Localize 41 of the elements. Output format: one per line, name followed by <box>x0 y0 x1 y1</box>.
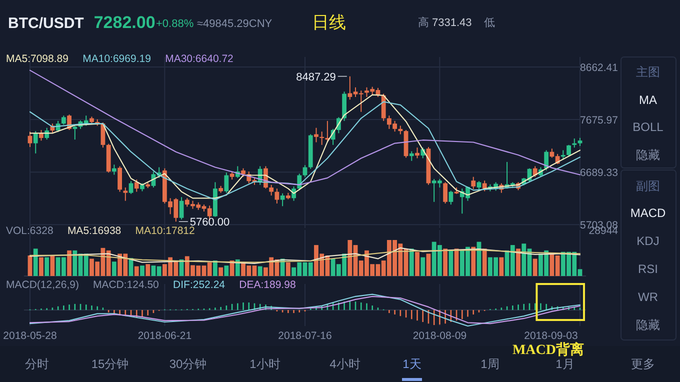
text: 隐藏 <box>636 148 660 162</box>
x-tick-label: 2018-09-03 <box>524 330 578 342</box>
y-tick-label: 6689.33 <box>580 167 618 180</box>
text: 主图 <box>636 65 660 79</box>
text: MA <box>639 93 657 107</box>
x-tick-label: 2018-05-28 <box>3 330 58 342</box>
text: 7331.43 <box>432 17 472 29</box>
legend: MACD:124.50 DIF:252.24 DEA:189.98 <box>92 279 296 291</box>
text: WR <box>638 290 658 304</box>
chart-title: MACD(12,26,9) <box>6 279 79 291</box>
text: KDJ <box>636 234 660 248</box>
text: 1小时 <box>250 357 280 371</box>
chart-title: BTC/USDT <box>8 15 84 32</box>
text: 更多 <box>631 357 655 371</box>
text: 隐藏 <box>636 318 660 332</box>
x-tick-label: 2018-07-16 <box>278 330 332 342</box>
text: MACD背离 <box>512 341 584 358</box>
text: RSI <box>638 262 658 276</box>
legend: VOL:6328 MA5:16938 MA10:17812 <box>6 225 195 237</box>
text: 日线 <box>312 13 346 32</box>
text: 低 <box>484 17 495 29</box>
annotation: 8487.29 <box>296 71 336 84</box>
text: 30分钟 <box>169 357 207 371</box>
text: 高 <box>418 16 429 29</box>
legend: MA5:7098.89 MA10:6969.19 MA30:6640.72 <box>6 53 234 65</box>
y-tick-label: 8662.41 <box>580 62 618 74</box>
text: 1周 <box>480 357 500 371</box>
chart-subtitle: 7282.00 <box>94 13 156 32</box>
text: 4小时 <box>330 357 360 371</box>
y-tick-label: 7675.97 <box>580 114 618 127</box>
text: 分时 <box>25 357 49 371</box>
text: 副图 <box>636 179 660 193</box>
text: MACD <box>630 206 666 220</box>
x-tick-label: 2018-06-21 <box>138 330 192 342</box>
text: ≈49845.29CNY <box>197 18 273 30</box>
text: 15分钟 <box>91 357 129 371</box>
text: +0.88% <box>156 18 194 30</box>
x-tick-label: 2018-08-09 <box>412 330 467 342</box>
text: 1天 <box>402 357 422 371</box>
text: BOLL <box>632 120 664 134</box>
text: 1月 <box>556 357 574 371</box>
